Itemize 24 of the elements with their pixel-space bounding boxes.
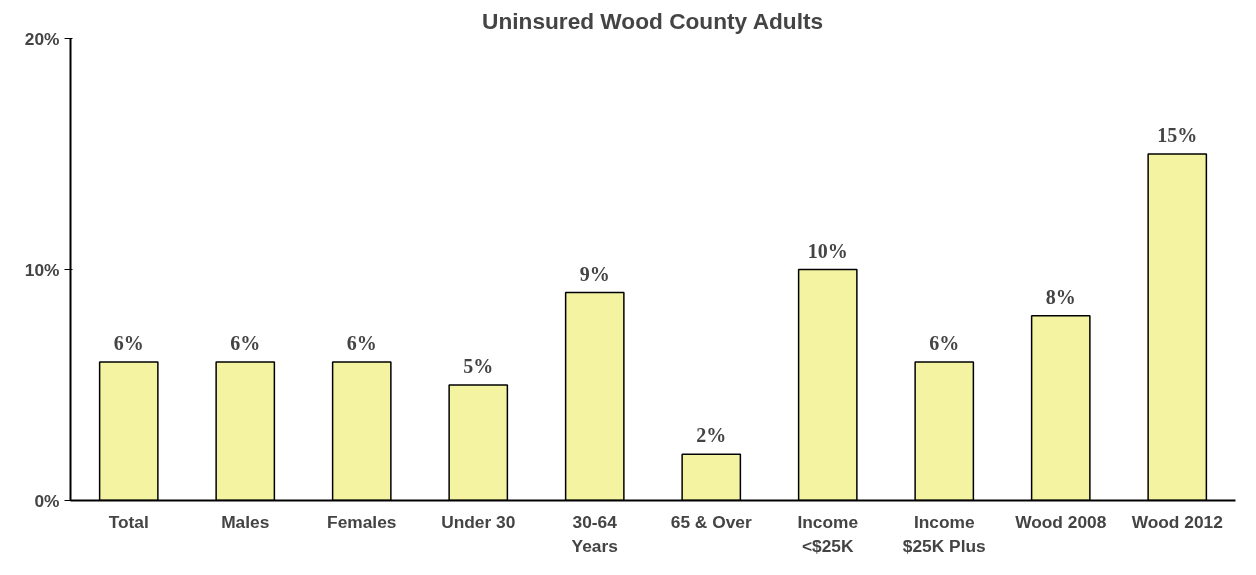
x-tick-label: Under 30: [441, 511, 516, 532]
data-label: 10%: [807, 239, 848, 262]
x-tick-label: Males: [221, 511, 270, 532]
x-tick-label: Total: [108, 511, 149, 532]
x-tick-label: 65 & Over: [670, 511, 752, 532]
y-tick-label: 0%: [34, 490, 60, 511]
x-tick-label: Wood 2012: [1131, 511, 1223, 532]
y-tick-label: 10%: [24, 259, 60, 280]
x-tick-label: Wood 2008: [1015, 511, 1107, 532]
data-label: 6%: [230, 331, 261, 354]
x-tick-label: Income <$25K: [797, 511, 859, 556]
data-label: 2%: [696, 424, 727, 447]
data-label: 5%: [463, 355, 494, 377]
data-label: 9%: [579, 262, 610, 285]
y-tick-label: 20%: [24, 28, 60, 49]
data-label: 6%: [929, 331, 960, 354]
data-label: 15%: [1157, 124, 1198, 146]
x-tick-label: 30-64 Years: [571, 511, 618, 556]
chart-title: Uninsured Wood County Adults: [482, 7, 824, 34]
data-label: 8%: [1045, 285, 1076, 308]
data-label: 6%: [346, 331, 377, 354]
data-label: 6%: [113, 331, 144, 354]
x-tick-label: Females: [327, 511, 397, 532]
x-tick-label: Income $25K Plus: [902, 511, 986, 556]
